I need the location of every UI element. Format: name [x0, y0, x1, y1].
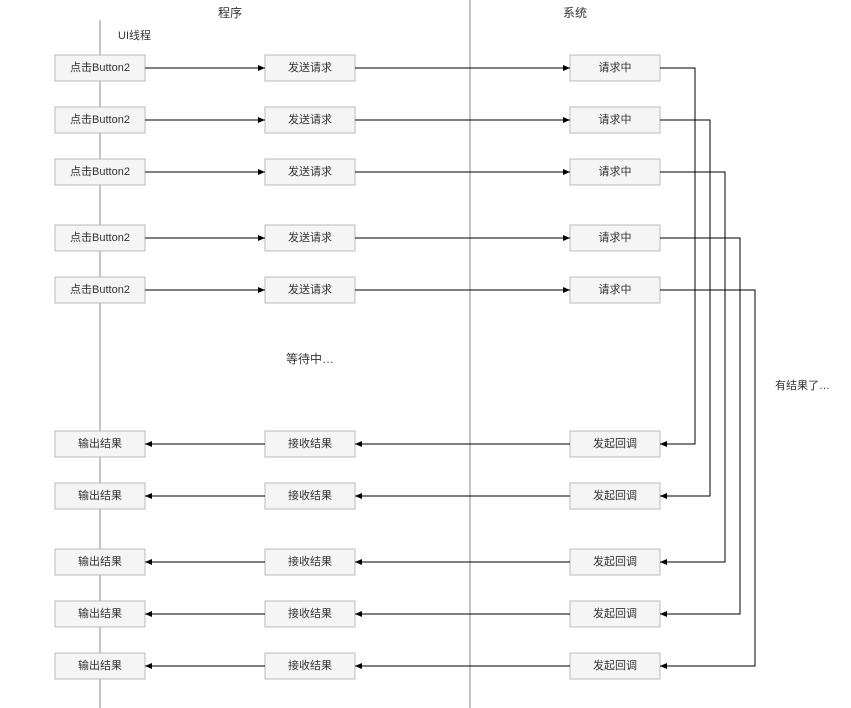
box-send-1-label: 发送请求 [288, 112, 332, 126]
box-cb-2-label: 发起回调 [593, 554, 637, 568]
box-click-3-label: 点击Button2 [70, 231, 130, 244]
box-recv-2-label: 接收结果 [288, 554, 332, 568]
box-output-2-label: 输出结果 [78, 554, 122, 568]
box-req-3-label: 请求中 [599, 231, 632, 244]
box-output-0-label: 输出结果 [78, 436, 122, 450]
box-click-4-label: 点击Button2 [70, 283, 130, 296]
box-req-1-label: 请求中 [599, 113, 632, 126]
box-click-2-label: 点击Button2 [70, 165, 130, 178]
box-output-1-label: 输出结果 [78, 488, 122, 502]
box-recv-1-label: 接收结果 [288, 488, 332, 502]
box-cb-0-label: 发起回调 [593, 436, 637, 450]
route-4 [660, 290, 755, 666]
box-send-4-label: 发送请求 [288, 282, 332, 296]
box-req-2-label: 请求中 [599, 165, 632, 178]
route-3 [660, 238, 740, 614]
box-send-0-label: 发送请求 [288, 60, 332, 74]
lane-label-system: 系统 [563, 6, 587, 20]
box-output-3-label: 输出结果 [78, 606, 122, 620]
box-req-4-label: 请求中 [599, 283, 632, 296]
box-cb-3-label: 发起回调 [593, 606, 637, 620]
lane-label-ui: UI线程 [118, 28, 151, 42]
sequence-diagram: 程序系统UI线程点击Button2发送请求请求中点击Button2发送请求请求中… [0, 0, 851, 708]
route-1 [660, 120, 710, 496]
box-req-0-label: 请求中 [599, 61, 632, 74]
box-send-2-label: 发送请求 [288, 164, 332, 178]
box-click-1-label: 点击Button2 [70, 113, 130, 126]
box-recv-0-label: 接收结果 [288, 436, 332, 450]
label-waiting: 等待中… [286, 351, 334, 366]
box-click-0-label: 点击Button2 [70, 61, 130, 74]
box-output-4-label: 输出结果 [78, 658, 122, 672]
box-recv-4-label: 接收结果 [288, 658, 332, 672]
box-cb-1-label: 发起回调 [593, 488, 637, 502]
label-has-result: 有结果了… [775, 378, 830, 392]
box-recv-3-label: 接收结果 [288, 606, 332, 620]
lane-label-program: 程序 [218, 5, 242, 20]
route-0 [660, 68, 695, 444]
route-2 [660, 172, 725, 562]
box-send-3-label: 发送请求 [288, 230, 332, 244]
box-cb-4-label: 发起回调 [593, 658, 637, 672]
